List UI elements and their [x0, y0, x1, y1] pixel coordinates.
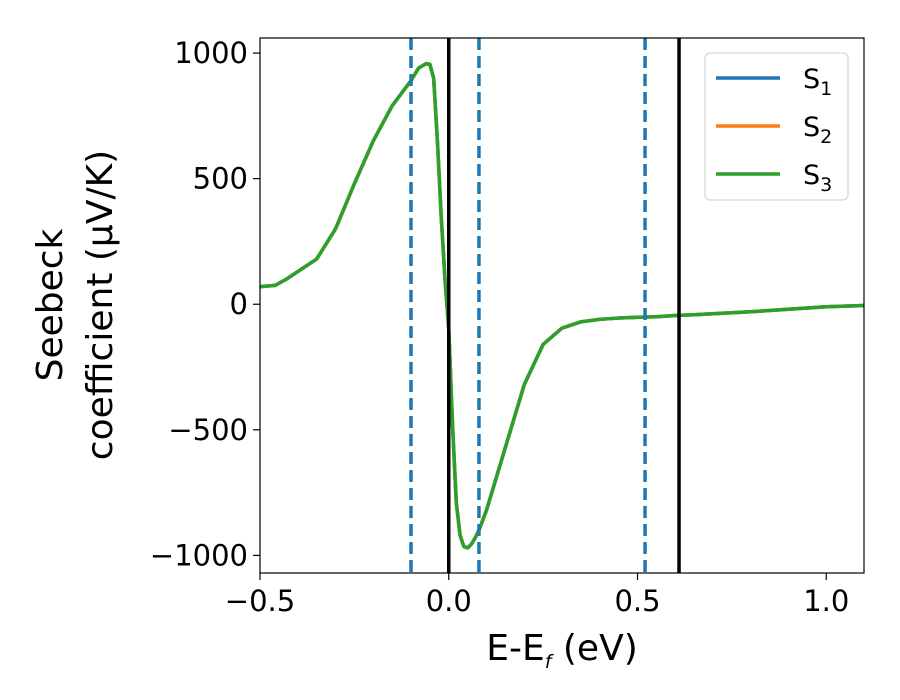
x-axis-label-main: E-E [486, 628, 544, 669]
y-tick-label: 1000 [174, 36, 248, 70]
x-tick-label: −0.5 [225, 584, 295, 618]
legend: S1 S2 S3 [704, 52, 849, 201]
x-tick-label: 1.0 [803, 584, 849, 618]
x-axis-label: E-Ef (eV) [486, 628, 638, 673]
series-line-s3 [260, 61, 864, 550]
y-axis-label: Seebeck coefficient (μV/K) [30, 150, 121, 460]
x-tick-label: 0.0 [426, 584, 472, 618]
y-axis-label-line1: Seebeck [30, 228, 71, 381]
y-ticks: 1000 500 0 −500 −1000 [150, 36, 260, 572]
axes [259, 37, 865, 574]
y-tick-label: 0 [230, 287, 248, 321]
plot-area [260, 38, 864, 573]
legend-label-s1: S1 [803, 64, 832, 100]
x-tick-label: 0.5 [614, 584, 660, 618]
x-axis-label-subscript: f [545, 651, 555, 673]
legend-label-s3: S3 [803, 160, 832, 196]
y-axis-label-line2: coefficient (μV/K) [80, 150, 121, 460]
y-tick-label: −1000 [150, 538, 248, 572]
x-ticks: −0.5 0.0 0.5 1.0 [225, 573, 849, 618]
axes-frame [259, 37, 865, 574]
x-axis-label-suffix: (eV) [551, 628, 637, 669]
y-tick-label: −500 [168, 413, 248, 447]
y-tick-label: 500 [193, 162, 248, 196]
legend-label-s2: S2 [803, 112, 832, 148]
